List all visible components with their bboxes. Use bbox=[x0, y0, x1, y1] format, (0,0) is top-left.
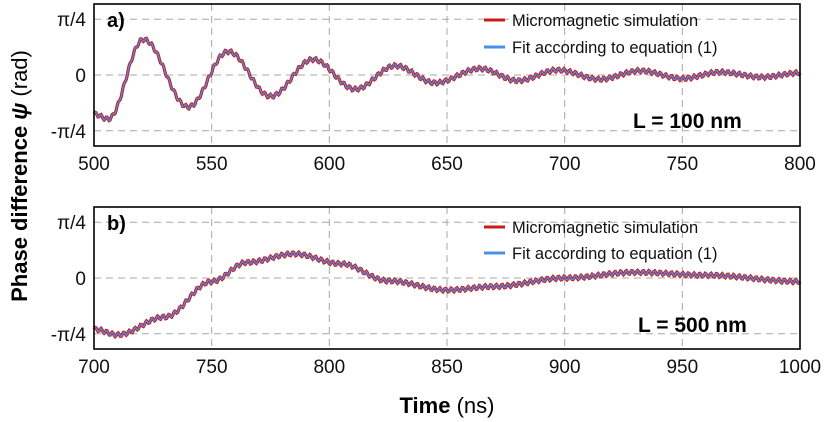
panel-b-label: b) bbox=[107, 213, 126, 235]
panel-a-legend: Micromagnetic simulation Fit according t… bbox=[484, 12, 717, 57]
panel-a-y-tick-1: 0 bbox=[75, 66, 86, 87]
panel-b-length-annotation: L = 500 nm bbox=[638, 314, 747, 337]
panel-b-grid bbox=[94, 207, 800, 349]
panel-a-y-tick-0: π/4 bbox=[57, 10, 86, 31]
panel-b-x-tick-2: 800 bbox=[313, 357, 345, 378]
panel-b-y-tick-0: π/4 bbox=[57, 213, 86, 234]
panel-b-x-tick-6: 1000 bbox=[779, 357, 821, 378]
panel-a-x-tick-0: 500 bbox=[78, 154, 110, 175]
panel-b-y-tick-1: 0 bbox=[75, 269, 86, 290]
y-axis-label-main: Phase difference bbox=[7, 120, 32, 302]
panel-a-frame bbox=[93, 3, 801, 147]
panel-b-x-tick-3: 850 bbox=[431, 357, 463, 378]
panel-a-x-tick-5: 750 bbox=[666, 154, 698, 175]
panel-a-x-tick-6: 800 bbox=[784, 154, 816, 175]
y-axis-label-unit: (rad) bbox=[7, 50, 32, 103]
panel-a-fit-line bbox=[93, 37, 801, 122]
panel-b-y-tick-labels: π/4 0 -π/4 bbox=[51, 213, 87, 346]
panel-a-legend-fit-label: Fit according to equation (1) bbox=[512, 39, 717, 57]
panel-b-y-tick-2: -π/4 bbox=[51, 325, 87, 346]
panel-a-x-tick-labels: 500 550 600 650 700 750 800 bbox=[78, 154, 816, 175]
panel-b-x-tick-5: 950 bbox=[666, 357, 698, 378]
panel-b-x-tick-4: 900 bbox=[549, 357, 581, 378]
panel-a-x-tick-3: 650 bbox=[431, 154, 463, 175]
panel-a-legend-sim-label: Micromagnetic simulation bbox=[512, 12, 698, 30]
panel-a-label: a) bbox=[107, 10, 125, 32]
panel-a-x-tick-1: 550 bbox=[196, 154, 228, 175]
x-axis-label-unit: (ns) bbox=[450, 393, 494, 418]
panel-a-y-tick-2: -π/4 bbox=[51, 122, 87, 143]
panel-b-legend-sim-label: Micromagnetic simulation bbox=[512, 219, 698, 237]
panel-a-x-tick-2: 600 bbox=[313, 154, 345, 175]
panel-b-legend-fit-label: Fit according to equation (1) bbox=[512, 245, 717, 263]
panel-b-fit-line bbox=[93, 251, 801, 338]
panel-a-grid bbox=[94, 4, 800, 146]
y-axis-label: Phase difference ψ (rad) bbox=[7, 50, 32, 302]
x-axis-label: Time (ns) bbox=[400, 393, 495, 418]
panel-a-x-tick-4: 700 bbox=[549, 154, 581, 175]
panel-a-y-tick-labels: π/4 0 -π/4 bbox=[51, 10, 87, 143]
x-axis-label-main: Time bbox=[400, 393, 451, 418]
panel-b: 700 750 800 850 900 950 1000 π/4 0 -π/4 b) Micro… bbox=[51, 206, 821, 378]
panel-a-length-annotation: L = 100 nm bbox=[633, 110, 742, 133]
panel-b-x-tick-labels: 700 750 800 850 900 950 1000 bbox=[78, 357, 821, 378]
panel-b-legend: Micromagnetic simulation Fit according t… bbox=[484, 219, 717, 263]
panel-b-x-tick-0: 700 bbox=[78, 357, 110, 378]
panel-b-frame bbox=[93, 206, 801, 350]
y-axis-label-symbol: ψ bbox=[7, 103, 32, 120]
panel-a: 500 550 600 650 700 750 800 π/4 0 -π/4 a) Microm… bbox=[51, 3, 816, 175]
panel-b-x-tick-1: 750 bbox=[196, 357, 228, 378]
